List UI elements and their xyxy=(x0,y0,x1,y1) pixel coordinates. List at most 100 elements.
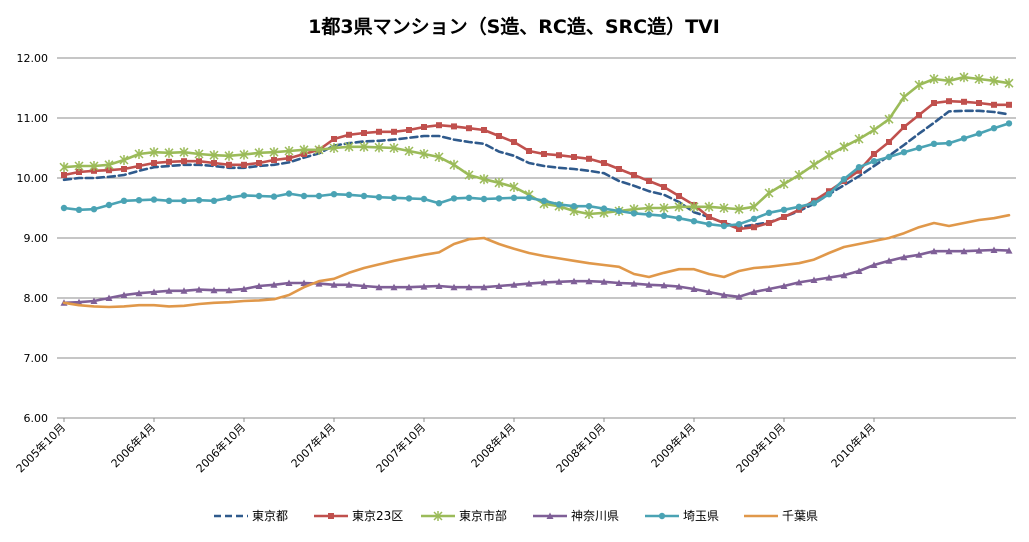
data-point xyxy=(1005,120,1013,127)
data-point xyxy=(840,271,848,279)
data-point xyxy=(345,281,353,288)
data-point xyxy=(421,124,427,130)
data-point xyxy=(795,203,803,210)
data-point xyxy=(271,157,277,163)
data-point xyxy=(674,201,684,212)
x-tick-label: 2010年4月 xyxy=(828,420,878,470)
data-point xyxy=(330,191,338,198)
data-point xyxy=(345,191,353,198)
data-point xyxy=(809,159,819,170)
data-point xyxy=(540,278,548,286)
data-point xyxy=(601,160,607,166)
data-point xyxy=(795,278,803,286)
y-tick-label: 8.00 xyxy=(24,292,49,305)
data-point xyxy=(644,203,654,213)
data-point xyxy=(314,144,324,155)
legend-item: 東京都 xyxy=(214,509,288,523)
data-point xyxy=(179,147,189,158)
data-point xyxy=(945,140,953,147)
data-point xyxy=(960,135,968,142)
data-point xyxy=(285,279,293,286)
y-tick-label: 7.00 xyxy=(24,352,49,365)
data-point xyxy=(1004,78,1014,89)
data-point xyxy=(794,170,804,180)
data-point xyxy=(135,197,143,204)
data-point xyxy=(134,149,144,159)
data-point xyxy=(840,176,848,183)
series-line xyxy=(62,122,1011,228)
data-point xyxy=(961,98,967,105)
gridlines xyxy=(57,57,1016,419)
chart-title: 1都3県マンション（S造、RC造、SRC造）TVI xyxy=(308,15,720,38)
data-point xyxy=(435,200,443,207)
data-point xyxy=(720,291,728,298)
data-point xyxy=(284,146,294,156)
data-point xyxy=(645,281,653,288)
data-point xyxy=(315,192,323,200)
data-point xyxy=(105,201,113,209)
data-point xyxy=(76,169,82,175)
data-point xyxy=(330,281,338,288)
data-point xyxy=(1006,101,1012,108)
legend-item: 神奈川県 xyxy=(533,509,619,523)
x-tick-label: 2005年10月 xyxy=(13,420,68,475)
data-point xyxy=(974,74,984,84)
data-point xyxy=(630,210,638,217)
data-point xyxy=(391,128,397,135)
data-point xyxy=(659,203,669,213)
data-point xyxy=(765,285,773,292)
data-point xyxy=(121,166,127,172)
data-point xyxy=(105,294,113,301)
data-point xyxy=(704,201,714,212)
data-point xyxy=(765,209,773,216)
data-point xyxy=(658,512,666,520)
data-point xyxy=(855,164,863,171)
data-point xyxy=(825,191,833,198)
data-point xyxy=(615,279,623,286)
data-point xyxy=(735,221,743,228)
data-point xyxy=(449,159,459,170)
data-point xyxy=(824,150,834,161)
data-point xyxy=(616,166,622,172)
data-point xyxy=(585,277,593,285)
x-tick-label: 2006年4月 xyxy=(108,420,158,470)
data-point xyxy=(781,214,787,220)
data-point xyxy=(975,247,983,254)
axes: 6.00 7.00 8.00 9.00 10.00 11.00 12.00 2005年10月 2… xyxy=(13,52,1016,475)
legend-label: 東京都 xyxy=(252,509,288,523)
data-point xyxy=(165,287,173,294)
data-point xyxy=(946,98,952,105)
legend-label: 千葉県 xyxy=(782,509,818,523)
data-point xyxy=(239,149,249,160)
data-point xyxy=(255,282,263,289)
data-point xyxy=(854,134,864,144)
data-point xyxy=(751,224,757,231)
data-point xyxy=(916,112,922,118)
data-point xyxy=(839,141,849,152)
data-point xyxy=(856,167,862,174)
data-point xyxy=(720,222,728,230)
data-point xyxy=(509,182,519,192)
y-tick-label: 9.00 xyxy=(24,232,49,245)
data-point xyxy=(90,297,98,304)
data-point xyxy=(360,192,368,200)
data-point xyxy=(540,197,548,204)
data-point xyxy=(195,197,203,204)
data-point xyxy=(90,206,98,213)
data-point xyxy=(89,161,99,171)
data-point xyxy=(779,179,789,189)
data-point xyxy=(150,196,158,203)
series-lines xyxy=(59,72,1014,309)
data-point xyxy=(869,125,879,135)
data-point xyxy=(736,226,742,232)
data-point xyxy=(256,160,262,166)
x-tick-label: 2008年4月 xyxy=(468,420,518,470)
legend-item: 東京市部 xyxy=(421,508,507,523)
data-point xyxy=(945,247,953,255)
data-point xyxy=(420,283,428,290)
data-point xyxy=(525,194,533,201)
data-point xyxy=(60,204,68,212)
data-point xyxy=(180,287,188,294)
data-point xyxy=(555,201,563,208)
